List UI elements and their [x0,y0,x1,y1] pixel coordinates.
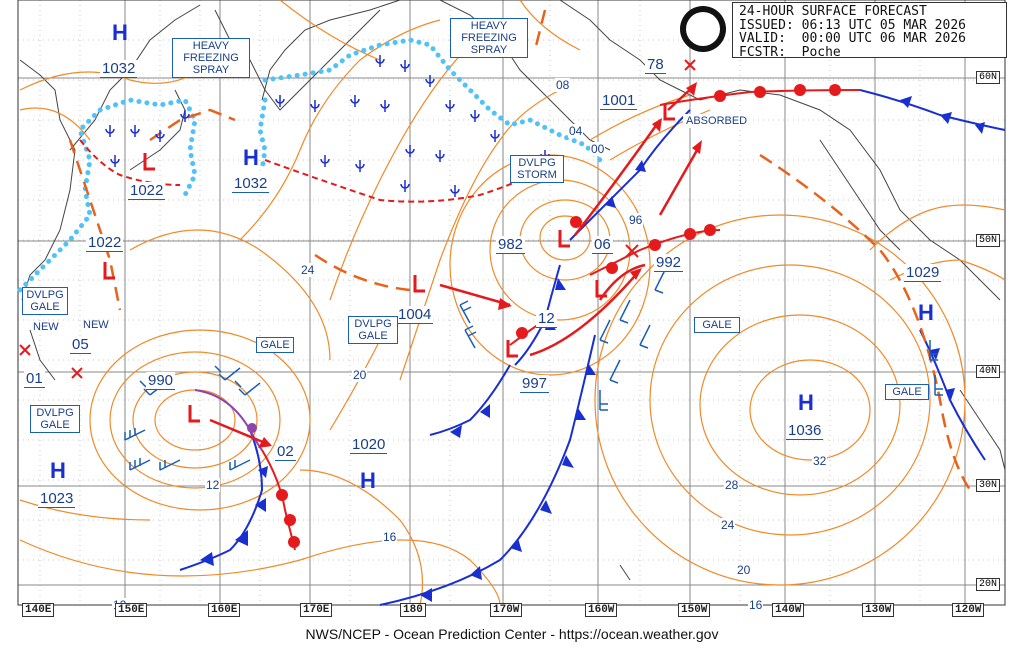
high-center-symbol: H [243,145,259,170]
ice-edge [17,37,603,293]
isobar-label: 32 [812,454,828,468]
troughs [68,9,972,491]
low-pressure-value: 01 [24,370,45,388]
isobar-label: 20 [736,563,752,577]
high-pressure-value: 1036 [786,422,824,440]
latitude-label: 30N [976,479,1001,492]
low-pressure-value: 1022 [86,234,124,252]
high-pressure-value: 1023 [38,490,76,508]
longitude-label: 170E [300,603,333,617]
isobar-label: 04 [568,124,584,138]
high-pressure-value: 1032 [232,175,270,193]
high-center-symbol: H [798,390,814,415]
high-pressure-value: 1029 [904,264,942,282]
noaa-logo [680,6,726,52]
new-label: NEW [33,321,59,333]
warning-gale: GALE [256,337,294,353]
x-markers [19,59,696,379]
high-center-symbol: H [360,468,376,493]
isobar-label: 16 [382,530,398,544]
high-pressure-value: 1020 [350,436,388,454]
low-pressure-value: 1022 [128,182,166,200]
longitude-label: 160E [208,603,241,617]
warning-developing-gale: DVLPG GALE [348,316,398,344]
isobar-label: 08 [555,78,571,92]
low-pressure-value: 12 [536,310,557,328]
header-valid: VALID: 00:00 UTC 06 MAR 2026 [739,31,966,46]
low-pressure-value: 05 [70,336,91,354]
high-center-symbol: H [112,20,128,45]
isobar-label: 24 [300,263,316,277]
warning-heavy-freezing-spray: HEAVY FREEZING SPRAY [172,38,250,78]
low-pressure-value: 1001 [600,92,638,110]
low-pressure-value: 982 [496,236,526,254]
warning-heavy-freezing-spray: HEAVY FREEZING SPRAY [450,18,528,58]
new-label: NEW [83,319,109,331]
low-pressure-value: 992 [654,254,684,272]
warning-developing-gale: DVLPG GALE [22,287,68,315]
high-center-symbol: H [918,300,934,325]
forecast-header: 24-HOUR SURFACE FORECAST ISSUED: 06:13 UT… [732,2,1007,60]
low-pressure-value: 1004 [396,306,434,324]
longitude-label: 120W [952,603,985,617]
latitude-label: 40N [976,365,1001,378]
credit-line: NWS/NCEP - Ocean Prediction Center - htt… [305,626,719,642]
low-pressure-value: 02 [275,443,296,461]
low-symbols [103,103,675,423]
isobar-label: 28 [724,478,740,492]
high-center-symbol: H [50,458,66,483]
warning-gale: GALE [885,384,929,400]
absorbed-label: ABSORBED [683,114,751,128]
longitude-label: 160W [585,603,618,617]
warning-developing-storm: DVLPG STORM [510,155,564,183]
header-issued: ISSUED: 06:13 UTC 05 MAR 2026 [739,17,966,33]
warning-gale: GALE [694,317,740,333]
warm-front-bumps [276,84,841,548]
warning-developing-gale: DVLPG GALE [30,405,80,433]
longitude-label: 140E [22,603,55,617]
isobar-label: 12 [205,478,221,492]
isobar-label: 96 [628,213,644,227]
track-arrowheads [258,82,702,448]
isobar-label: 00 [590,142,606,156]
latitude-label: 60N [976,71,1001,84]
latitude-label: 20N [976,578,1001,591]
longitude-label: 130W [862,603,895,617]
isobar-label: 24 [720,518,736,532]
isobar-label: 20 [352,368,368,382]
longitude-label: 150W [678,603,711,617]
longitude-label: 170W [490,603,523,617]
freezing-spray-boundary [79,139,521,203]
high-pressure-value: 1032 [100,60,138,78]
header-forecaster: FCSTR: Poche [739,44,841,60]
low-pressure-value: 997 [520,375,550,393]
freezing-spray-symbols [105,55,550,197]
wind-barbs [124,269,943,471]
track-arrows [209,84,702,447]
longitude-label: 150E [115,603,148,617]
low-pressure-value: 06 [592,236,613,254]
longitude-label: 140W [772,603,805,617]
ice-edge-lower [257,97,268,173]
isobar-label: 16 [748,598,764,612]
header-title: 24-HOUR SURFACE FORECAST [739,4,927,19]
low-pressure-value: 78 [645,56,666,74]
latitude-label: 50N [976,234,1001,247]
longitude-label: 180 [400,603,426,617]
low-pressure-value: 990 [146,372,176,390]
